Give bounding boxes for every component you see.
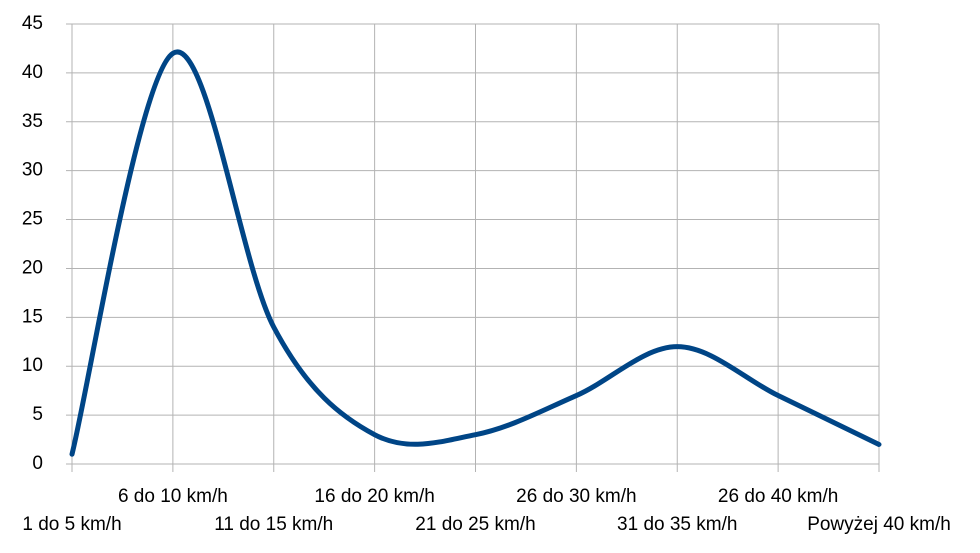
y-tick-label: 10 xyxy=(22,355,43,376)
y-tick-label: 5 xyxy=(32,404,43,425)
x-tick-label: 6 do 10 km/h xyxy=(118,486,228,507)
x-tick-label: 16 do 20 km/h xyxy=(314,486,434,507)
y-tick-label: 35 xyxy=(22,111,43,132)
x-tick-label: 31 do 35 km/h xyxy=(617,514,737,535)
x-tick-label: 1 do 5 km/h xyxy=(22,514,121,535)
x-tick-label: 26 do 30 km/h xyxy=(516,486,636,507)
x-tick-label: 26 do 40 km/h xyxy=(718,486,838,507)
y-tick-label: 40 xyxy=(22,62,43,83)
x-tick-label: 11 do 15 km/h xyxy=(214,514,333,535)
y-tick-label: 30 xyxy=(22,160,43,181)
x-tick-label: 21 do 25 km/h xyxy=(415,514,535,535)
y-tick-label: 15 xyxy=(22,306,43,327)
data-line xyxy=(69,49,882,457)
y-tick-label: 20 xyxy=(22,257,43,278)
y-tick-label: 0 xyxy=(32,453,43,474)
y-tick-label: 25 xyxy=(22,209,43,230)
y-tick-label: 45 xyxy=(22,13,43,34)
x-tick-label: Powyżej 40 km/h xyxy=(807,514,951,535)
